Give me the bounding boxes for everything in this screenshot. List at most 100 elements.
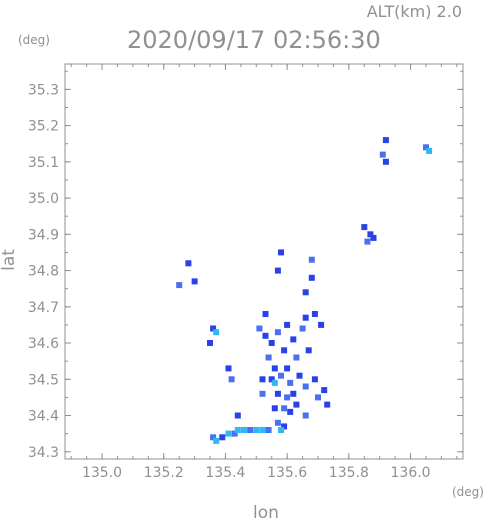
echo-cell <box>253 427 260 433</box>
x-axis-label: lon <box>253 503 279 521</box>
echo-cell <box>281 423 288 430</box>
echo-cell <box>234 412 241 419</box>
echo-cell <box>308 274 315 281</box>
echo-cell <box>278 427 284 433</box>
echo-cell <box>302 383 309 390</box>
y-tick-label: 35.2 <box>28 119 59 135</box>
echo-cell <box>293 401 300 408</box>
echo-cell <box>302 412 309 419</box>
echo-cell <box>225 365 232 372</box>
echo-cell <box>308 256 315 263</box>
x-tick-label: 135.4 <box>205 465 245 481</box>
echo-cell <box>367 231 374 238</box>
echo-cell <box>361 224 368 231</box>
echo-cell <box>315 394 321 401</box>
echo-cell <box>268 340 275 346</box>
echo-cell <box>423 144 429 151</box>
echo-cell <box>268 376 275 383</box>
echo-cell <box>302 289 309 296</box>
echo-cell <box>231 430 238 437</box>
echo-cell <box>311 376 318 383</box>
echo-cell <box>364 238 371 245</box>
echo-cell <box>287 408 294 415</box>
x-tick-label: 135.2 <box>144 465 184 481</box>
x-tick-label: 135.8 <box>329 465 369 481</box>
y-tick-label: 35.1 <box>28 155 59 171</box>
echo-cell <box>284 365 291 372</box>
y-tick-label: 34.4 <box>28 409 59 425</box>
y-tick-label: 34.7 <box>28 300 59 316</box>
echo-cell <box>311 311 318 317</box>
x-tick-label: 135.0 <box>82 465 122 481</box>
echo-cell <box>210 434 217 441</box>
echo-cell <box>259 390 266 397</box>
echo-cell <box>219 434 226 441</box>
echo-cell <box>284 394 291 401</box>
y-tick-label: 35.0 <box>28 191 59 207</box>
echo-cell <box>191 278 198 285</box>
y-axis-unit: (deg) <box>18 33 50 47</box>
echo-cell <box>305 347 312 354</box>
echo-cell <box>426 148 433 154</box>
y-tick-label: 34.3 <box>28 445 59 461</box>
echo-cell <box>290 390 297 397</box>
echo-cell <box>265 354 272 361</box>
echo-cell <box>256 325 263 332</box>
echo-cell <box>265 427 272 433</box>
echo-cell <box>281 405 288 412</box>
echo-cell <box>259 376 266 383</box>
echo-cell <box>382 137 389 144</box>
echo-cell <box>262 332 269 339</box>
echo-cell <box>379 151 386 158</box>
echo-cell <box>207 340 213 346</box>
echo-cell <box>240 427 247 433</box>
echo-cell <box>287 379 294 386</box>
y-tick-label: 34.9 <box>28 227 59 243</box>
echo-cell <box>370 234 377 241</box>
echo-cell <box>274 329 281 336</box>
echo-cell <box>274 267 281 274</box>
echo-cell <box>247 427 254 433</box>
y-tick-label: 34.6 <box>28 336 59 352</box>
echo-cell <box>185 260 192 267</box>
echo-cell <box>278 249 284 256</box>
chart-title: 2020/09/17 02:56:30 <box>127 26 381 54</box>
echo-cell <box>293 354 300 361</box>
echo-cell <box>302 314 309 321</box>
echo-cell <box>278 372 284 379</box>
y-tick-label: 35.3 <box>28 82 59 98</box>
echo-cell <box>318 321 325 328</box>
echo-cell <box>228 376 235 383</box>
echo-cell <box>299 325 306 332</box>
echo-cell <box>290 336 297 343</box>
echo-cell <box>271 365 278 372</box>
echo-cell <box>274 390 281 397</box>
echo-cell <box>271 379 278 386</box>
y-tick-label: 34.5 <box>28 372 59 388</box>
echo-cell <box>213 437 220 444</box>
echo-cell <box>176 282 183 289</box>
echo-cell <box>382 158 389 165</box>
x-tick-label: 135.6 <box>267 465 307 481</box>
echo-cell <box>210 325 217 332</box>
echo-cell <box>274 419 281 426</box>
echo-cell <box>225 430 232 437</box>
echo-cell <box>234 427 241 433</box>
axis-ticks: 135.0 135.2 135.4 135.6 135.8 136.0 34.3 34.4 34… <box>28 64 463 481</box>
echo-cell <box>259 427 266 433</box>
echo-cell <box>296 372 303 379</box>
echo-cell <box>284 321 291 328</box>
echo-cell <box>271 405 278 412</box>
echo-cell <box>262 311 269 317</box>
echo-cells <box>176 137 433 444</box>
echo-cell <box>213 329 220 336</box>
y-tick-label: 34.8 <box>28 264 59 280</box>
echo-cell <box>281 347 288 354</box>
echo-cell <box>321 387 328 394</box>
x-axis-unit: (deg) <box>452 485 484 499</box>
y-axis-label: lat <box>0 249 19 271</box>
chart-subtitle: ALT(km) 2.0 <box>367 2 462 21</box>
echo-cell <box>324 401 331 408</box>
x-tick-label: 136.0 <box>391 465 431 481</box>
